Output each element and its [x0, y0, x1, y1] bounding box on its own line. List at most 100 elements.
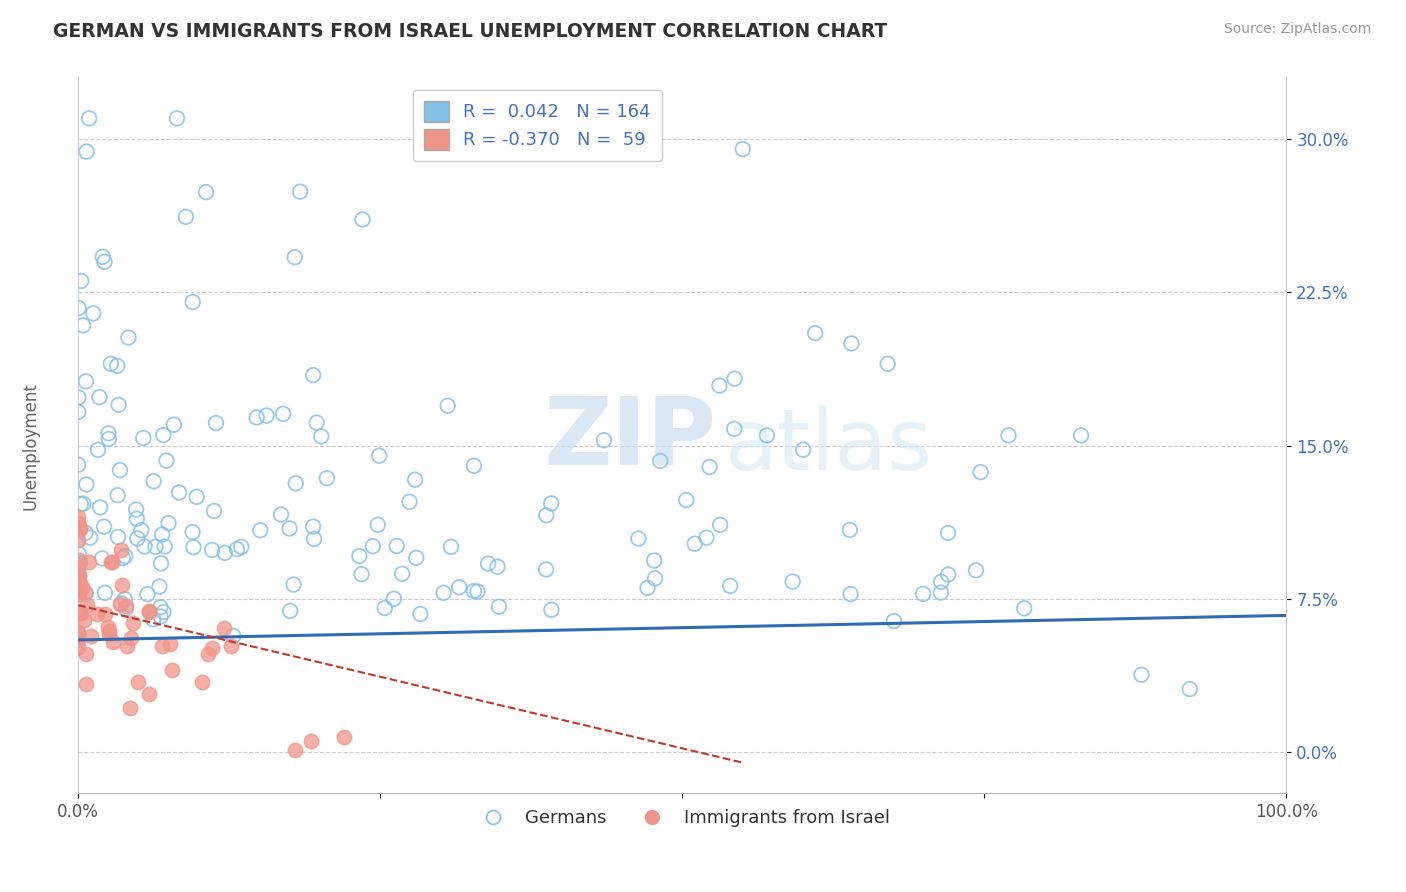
Point	[131, 523, 153, 537]
Point	[150, 557, 173, 571]
Point	[110, 542, 132, 557]
Point	[929, 585, 952, 599]
Point	[111, 551, 134, 566]
Point	[149, 600, 172, 615]
Point	[67, 592, 90, 607]
Point	[709, 378, 731, 392]
Point	[883, 614, 905, 628]
Point	[145, 540, 167, 554]
Point	[195, 185, 218, 199]
Point	[67, 625, 90, 640]
Point	[67, 510, 90, 524]
Point	[86, 607, 108, 622]
Point	[463, 584, 485, 599]
Point	[122, 616, 145, 631]
Point	[67, 458, 90, 472]
Point	[675, 493, 697, 508]
Point	[91, 551, 114, 566]
Point	[643, 553, 665, 567]
Point	[67, 567, 90, 582]
Point	[385, 539, 408, 553]
Point	[311, 429, 333, 443]
Point	[67, 301, 90, 315]
Point	[190, 675, 212, 690]
Point	[67, 574, 90, 588]
Point	[67, 587, 90, 601]
Point	[205, 416, 228, 430]
Point	[1012, 601, 1035, 615]
Point	[67, 562, 90, 576]
Point	[352, 212, 374, 227]
Point	[997, 428, 1019, 442]
Point	[166, 112, 188, 126]
Point	[114, 601, 136, 615]
Point	[174, 210, 197, 224]
Point	[87, 442, 110, 457]
Point	[219, 639, 242, 653]
Point	[477, 557, 499, 571]
Point	[627, 532, 650, 546]
Point	[912, 587, 935, 601]
Point	[80, 629, 103, 643]
Point	[278, 521, 301, 535]
Point	[283, 577, 305, 591]
Point	[101, 634, 124, 648]
Point	[186, 490, 208, 504]
Point	[77, 112, 100, 126]
Point	[89, 500, 111, 515]
Point	[75, 647, 97, 661]
Point	[159, 638, 181, 652]
Point	[117, 330, 139, 344]
Point	[125, 512, 148, 526]
Point	[936, 567, 959, 582]
Point	[132, 431, 155, 445]
Point	[76, 145, 98, 159]
Point	[107, 488, 129, 502]
Point	[284, 743, 307, 757]
Point	[202, 504, 225, 518]
Point	[367, 517, 389, 532]
Point	[488, 599, 510, 614]
Point	[110, 597, 132, 611]
Point	[152, 605, 174, 619]
Point	[136, 587, 159, 601]
Point	[127, 674, 149, 689]
Point	[111, 578, 134, 592]
Point	[76, 598, 98, 612]
Point	[391, 566, 413, 581]
Point	[256, 409, 278, 423]
Point	[284, 476, 307, 491]
Point	[398, 495, 420, 509]
Point	[650, 454, 672, 468]
Point	[271, 407, 294, 421]
Point	[540, 603, 562, 617]
Point	[792, 442, 814, 457]
Point	[94, 586, 117, 600]
Point	[212, 621, 235, 635]
Point	[75, 525, 97, 540]
Point	[138, 605, 160, 619]
Point	[114, 549, 136, 563]
Point	[91, 250, 114, 264]
Point	[155, 453, 177, 467]
Point	[181, 524, 204, 539]
Point	[163, 417, 186, 432]
Point	[876, 357, 898, 371]
Point	[201, 640, 224, 655]
Point	[69, 607, 91, 621]
Point	[67, 516, 90, 530]
Text: Unemployment: Unemployment	[22, 382, 39, 510]
Point	[782, 574, 804, 589]
Point	[107, 530, 129, 544]
Point	[100, 555, 122, 569]
Point	[841, 336, 863, 351]
Text: atlas: atlas	[724, 405, 932, 488]
Point	[409, 607, 432, 621]
Point	[125, 502, 148, 516]
Point	[222, 629, 245, 643]
Point	[183, 540, 205, 554]
Point	[69, 582, 91, 597]
Point	[138, 688, 160, 702]
Point	[69, 522, 91, 536]
Point	[67, 533, 90, 547]
